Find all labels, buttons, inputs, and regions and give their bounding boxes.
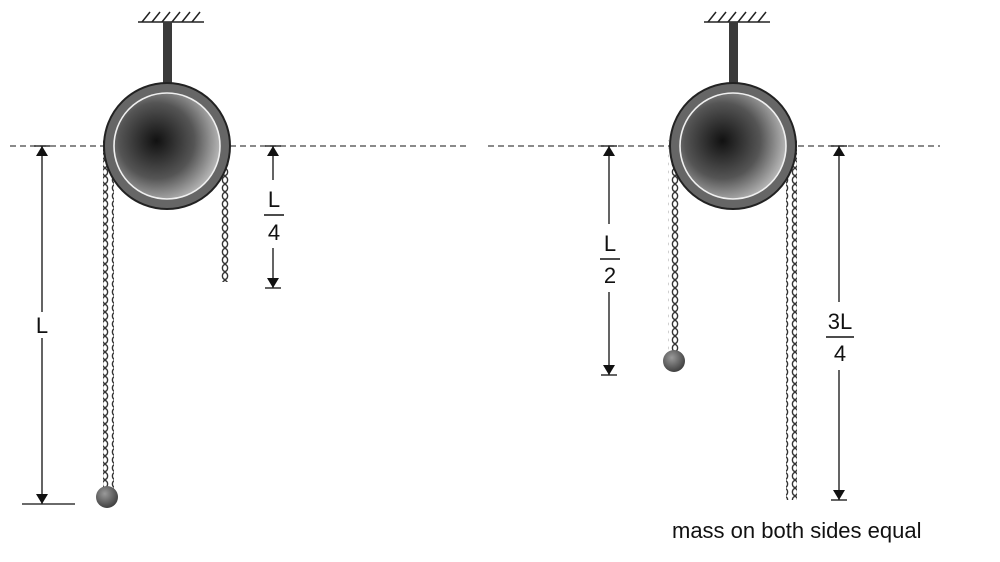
caption-mass-equal: mass on both sides equal	[672, 518, 922, 543]
right-pulley-disc	[679, 92, 787, 200]
left-long-chain	[103, 140, 114, 490]
right-pulley-assembly: L 2 3L 4 mass on both sides equal	[596, 11, 922, 543]
left-ceiling-mount	[138, 11, 204, 23]
left-support-rod	[163, 22, 172, 88]
label-L-over-4-denominator: 4	[268, 220, 280, 245]
left-mass-ball	[96, 486, 118, 508]
left-short-chain	[221, 140, 231, 282]
label-L-over-4-numerator: L	[268, 187, 280, 212]
right-left-chain	[668, 140, 679, 355]
right-mass-ball	[663, 350, 685, 372]
left-pulley-assembly: L L 4	[22, 11, 288, 508]
right-ceiling-mount	[704, 11, 770, 23]
label-L-over-2-numerator: L	[604, 231, 616, 256]
right-support-rod	[729, 22, 738, 92]
label-3L-over-4: 3L 4	[826, 309, 854, 366]
label-L-over-2: L 2	[600, 231, 620, 288]
label-L: L	[36, 313, 48, 338]
label-3L-over-4-numerator: 3L	[828, 309, 852, 334]
label-L-over-4: L 4	[264, 187, 284, 245]
right-right-chain	[786, 140, 797, 500]
label-L-over-2-denominator: 2	[604, 263, 616, 288]
left-pulley-disc	[113, 92, 221, 200]
label-3L-over-4-denominator: 4	[834, 341, 846, 366]
